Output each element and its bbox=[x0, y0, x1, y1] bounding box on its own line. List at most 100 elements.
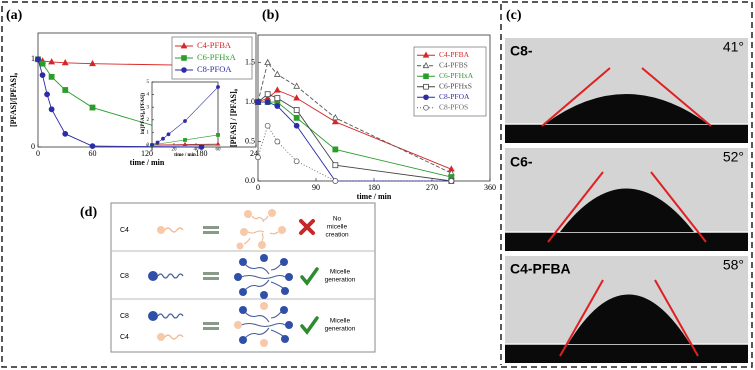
sample-label: C6- bbox=[510, 154, 533, 170]
marker bbox=[422, 62, 430, 69]
legend-label: C6-PFHxS bbox=[439, 81, 472, 90]
legend-label: C6-PFHxA bbox=[197, 52, 237, 62]
result-text: Micelle bbox=[330, 269, 351, 276]
marker bbox=[48, 58, 56, 65]
y-axis-label: [PFAS] / [PFAS]₀ bbox=[229, 88, 238, 147]
x-axis-label: time / min bbox=[357, 192, 392, 201]
marker bbox=[216, 133, 220, 137]
equals-bar bbox=[203, 231, 219, 234]
panel-label: (d) bbox=[80, 205, 97, 220]
x-tick-label: 0 bbox=[256, 183, 260, 192]
x-tick-label: 20 bbox=[172, 148, 178, 153]
marker bbox=[422, 51, 430, 58]
legend-label: C8-PFOA bbox=[197, 64, 232, 74]
tail bbox=[164, 227, 184, 233]
marker bbox=[166, 132, 171, 137]
marker bbox=[264, 58, 272, 66]
legend: C4-PFBA C6-PFHxA C8-PFOA bbox=[171, 36, 253, 80]
marker bbox=[293, 114, 300, 121]
head-group bbox=[157, 333, 165, 341]
series-line bbox=[257, 124, 452, 182]
equals-bar bbox=[203, 272, 219, 275]
marker bbox=[332, 162, 339, 169]
x-tick-label: 90 bbox=[312, 183, 320, 192]
marker bbox=[150, 143, 154, 147]
substrate bbox=[505, 344, 748, 363]
angle-label: 41° bbox=[723, 39, 744, 55]
marker bbox=[215, 141, 221, 146]
legend-label: C8-PFOS bbox=[439, 102, 468, 111]
x-tick-label: 180 bbox=[368, 183, 380, 192]
marker bbox=[183, 138, 187, 142]
marker bbox=[48, 106, 55, 113]
x-tick-label: 60 bbox=[89, 149, 97, 158]
equals-bar bbox=[203, 226, 219, 229]
droplet-image: C6- 52° bbox=[505, 148, 748, 251]
x-tick-label: 240 bbox=[250, 149, 262, 158]
marker bbox=[331, 114, 339, 121]
droplet bbox=[568, 294, 690, 344]
tangent-line bbox=[559, 279, 604, 357]
y-tick-label: 4 bbox=[147, 93, 150, 98]
marker bbox=[264, 91, 271, 98]
marker bbox=[181, 67, 187, 73]
result-text: micelle bbox=[327, 224, 348, 231]
legend-label: C4-PFBA bbox=[439, 50, 470, 59]
marker bbox=[332, 146, 339, 153]
marker bbox=[293, 122, 300, 129]
legend-label: C4-PFBA bbox=[197, 40, 232, 50]
y-tick-label: 0.5 bbox=[245, 136, 255, 145]
marker bbox=[89, 143, 96, 150]
head-group bbox=[148, 311, 158, 321]
marker bbox=[332, 178, 339, 184]
marker bbox=[448, 178, 455, 184]
marker bbox=[35, 56, 41, 63]
x-axis-label: time / min bbox=[130, 158, 165, 167]
x-axis-label: time / min bbox=[174, 153, 196, 158]
marker bbox=[274, 103, 281, 109]
marker bbox=[423, 73, 429, 80]
marker bbox=[273, 86, 281, 93]
marker bbox=[273, 70, 281, 77]
result-text: No bbox=[333, 216, 342, 223]
tangent-line bbox=[641, 67, 712, 127]
tangent-line bbox=[547, 171, 604, 243]
y-axis-label: [PFAS]/[PFAS]₀ bbox=[9, 72, 18, 127]
legend-box bbox=[413, 46, 487, 117]
substrate bbox=[505, 124, 748, 143]
angle-label: 58° bbox=[723, 257, 744, 273]
marker bbox=[274, 95, 281, 102]
chart: 0 90 180 270 360 0.0 0.5 1.0 1.5 time / min [PFAS]… bbox=[229, 34, 496, 201]
marker bbox=[293, 94, 301, 101]
tangent-line bbox=[650, 171, 707, 243]
x-tick-label: 40 bbox=[194, 148, 200, 153]
molecule-label: C8 bbox=[120, 313, 129, 320]
marker bbox=[293, 107, 300, 113]
marker bbox=[181, 55, 187, 61]
equals-bar bbox=[203, 277, 219, 280]
marker bbox=[39, 60, 46, 67]
y-axis-label: ln([PFAS]₀/[PFAS]) bbox=[141, 93, 146, 135]
marker bbox=[423, 94, 429, 101]
molecule-label: C4 bbox=[120, 334, 129, 341]
legend-label: C4-PFBS bbox=[439, 60, 468, 69]
equals-bar bbox=[203, 327, 219, 330]
marker bbox=[161, 136, 165, 141]
micelle-tails bbox=[240, 263, 286, 291]
result-text: generation bbox=[325, 326, 356, 333]
equals-bar bbox=[203, 322, 219, 325]
tail bbox=[157, 313, 184, 319]
panel-label: (c) bbox=[506, 8, 522, 23]
marker bbox=[155, 140, 160, 145]
marker bbox=[39, 72, 46, 78]
marker bbox=[44, 91, 50, 98]
marker bbox=[423, 104, 429, 111]
x-tick-label: 270 bbox=[426, 183, 438, 192]
head-group bbox=[157, 226, 165, 234]
marker bbox=[61, 58, 69, 66]
marker bbox=[182, 141, 188, 146]
head-group bbox=[148, 271, 158, 281]
droplet bbox=[545, 94, 708, 124]
